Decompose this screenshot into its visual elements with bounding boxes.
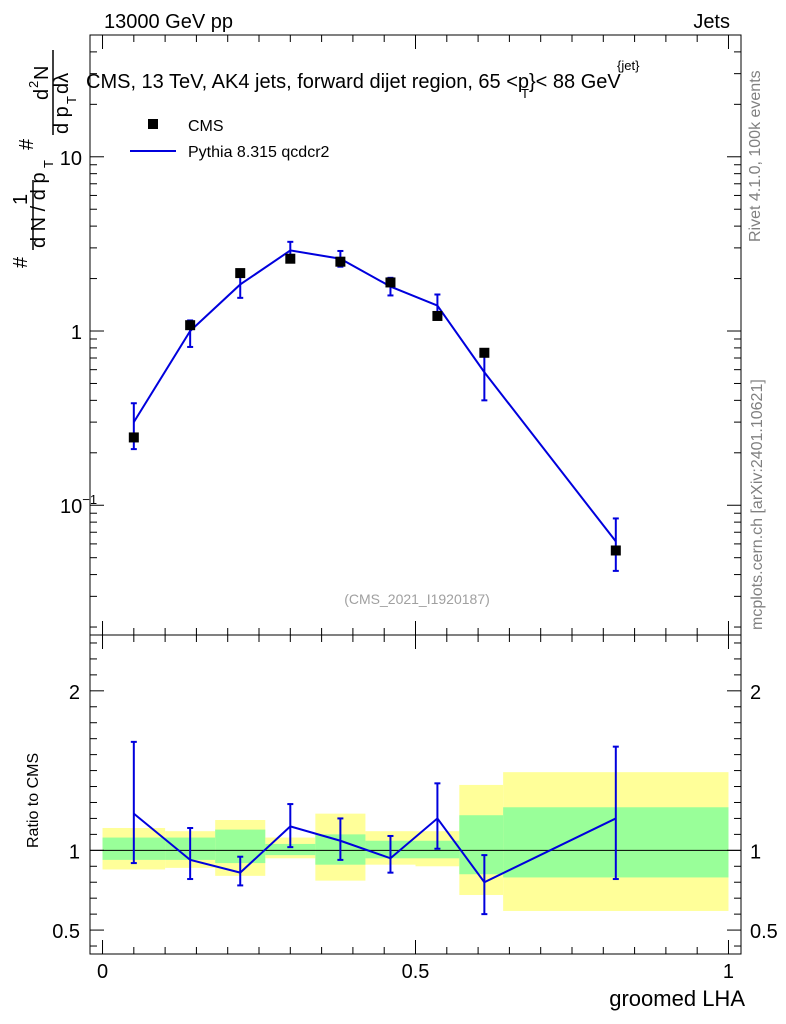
legend-label-cms: CMS [188,118,224,135]
mcplots-url-text: mcplots.cern.ch [arXiv:2401.10621] [749,379,766,630]
cms-point [432,310,443,321]
cms-point [479,347,490,358]
ratio-axis-ticks [90,635,741,954]
ratio-ytick-label-right-1: 1 [750,841,761,863]
ratio-ytick-label-left-1: 1 [69,841,80,863]
ratio-ylabel: Ratio to CMS [25,753,42,848]
legend: CMS Pythia 8.315 qcdcr2 [130,118,330,161]
ratio-band-green [459,815,504,875]
main-error-bars [130,240,619,572]
main-ytick-labels: 10−1 1 10 [60,148,97,518]
cms-points [128,253,621,556]
ylabel-dpt-sub: T [64,96,79,104]
main-ytick-label-base: 1 [71,322,82,344]
pythia-line [132,249,617,543]
cms-point [335,256,346,267]
ylabel-dlambda: dλ [51,73,73,94]
header-left: 13000 GeV pp [104,11,233,33]
ratio-uncertainty-bands [90,772,741,911]
plot-title-sup: {jet} [617,58,640,73]
ylabel-dpt: d p [51,106,73,134]
ratio-xtick-label-1: 0.5 [402,961,430,983]
ylabel-dndpt: d N / d p [28,172,50,248]
legend-marker-cms [148,119,158,129]
cms-point [610,545,621,556]
ratio-ytick-label-left-0: 0.5 [52,921,80,943]
ylabel-hash-2: # [16,138,38,150]
cms-point [385,277,396,288]
main-ylabel: # 1 d N / d p T # d 2 N d p T dλ # [10,50,79,268]
cms-point [235,268,246,279]
ratio-xtick-labels: 0 0.5 1 [97,961,734,983]
ratio-xlabel: groomed LHA [609,986,745,1011]
main-ytick-label-base: 10 [60,148,82,170]
ylabel-hash-1: # [10,256,32,268]
cms-point [185,320,196,331]
header-right: Jets [693,11,730,33]
main-ytick-label-base: 10 [60,496,82,518]
legend-label-pythia: Pythia 8.315 qcdcr2 [188,144,330,161]
plot-title: CMS, 13 TeV, AK4 jets, forward dijet reg… [86,71,621,101]
cms-point [128,432,139,443]
ratio-band-green [265,843,316,856]
ylabel-d2n-n: N [31,66,53,80]
ratio-ytick-label-left-2: 2 [69,682,80,704]
ratio-xtick-label-2: 1 [723,961,734,983]
ratio-plot-frame [89,634,742,955]
analysis-watermark: (CMS_2021_I1920187) [344,591,490,607]
ratio-ytick-label-right-2: 2 [750,682,761,704]
cms-point [285,253,296,264]
ratio-ytick-label-right-0: 0.5 [750,921,778,943]
main-ytick-label-0: 10−1 [60,492,97,518]
ylabel-d2n-exp: 2 [26,81,41,88]
plot-title-sub: T [521,86,529,101]
ratio-xtick-label-0: 0 [97,961,108,983]
ylabel-d2n-d: d [31,89,53,100]
ratio-error-bars [130,740,619,916]
ylabel-dndpt-sub: T [41,160,56,168]
rivet-version-text: Rivet 4.1.0, 100k events [747,70,764,242]
plot-title-text: CMS, 13 TeV, AK4 jets, forward dijet reg… [86,71,529,93]
main-ytick-label-2: 10 [60,148,82,170]
main-ytick-label-1: 1 [71,322,82,344]
plot-title-end: }< 88 GeV [529,71,621,93]
ylabel-one: 1 [10,194,32,205]
ratio-ytick-labels: 0.5 0.5 1 1 2 2 [52,682,778,943]
